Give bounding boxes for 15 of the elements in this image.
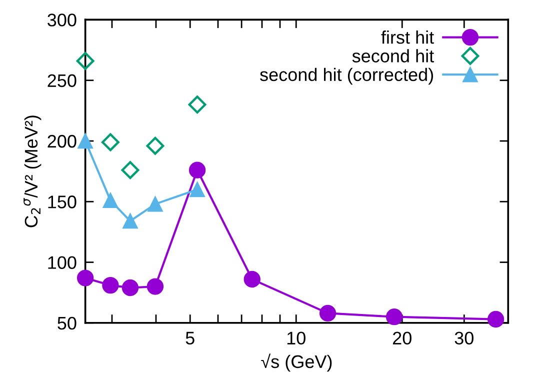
y-tick-label: 250	[48, 74, 76, 88]
y-tick-label: 50	[58, 316, 76, 330]
y-tick-label: 300	[48, 14, 76, 26]
y-axis-title: C$_{2}$$^{σ}$/V² (MeV²)	[24, 116, 42, 228]
y-tick-label: 200	[48, 134, 76, 148]
y-tick-label: 150	[48, 196, 76, 208]
x-tick-label: 30	[454, 332, 474, 345]
y-tick-label: 100	[48, 256, 76, 269]
legend-label: first hit	[381, 30, 434, 44]
x-tick-label: 10	[287, 332, 306, 345]
x-axis-title: √s (GeV)	[261, 354, 332, 372]
legend-label: second hit	[352, 49, 434, 62]
x-tick-label: 20	[393, 332, 412, 345]
x-tick-label: 5	[186, 332, 194, 345]
legend-label: second hit (corrected)	[260, 68, 434, 85]
